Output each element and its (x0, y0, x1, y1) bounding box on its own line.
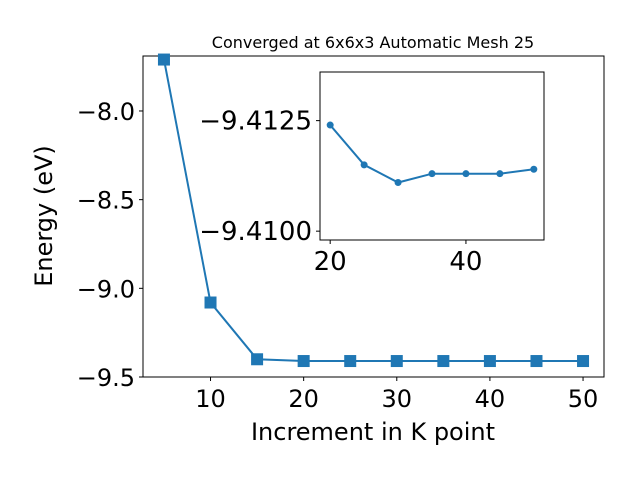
inset-plot: 20 40 −9.4125 −9.4100 (199, 71, 545, 277)
inset-data-point (394, 179, 402, 187)
main-x-tick-label: 40 (475, 385, 506, 413)
main-y-tick-label: −9.0 (77, 275, 135, 303)
inset-data-point (462, 170, 470, 178)
main-data-point (297, 355, 310, 368)
main-data-point (251, 353, 264, 366)
main-y-tick-label: −9.5 (77, 364, 135, 392)
y-axis-label: Energy (eV) (30, 145, 58, 287)
main-data-point (344, 355, 357, 368)
inset-data-point (326, 121, 334, 129)
main-data-point (437, 355, 450, 368)
inset-data-point (496, 170, 504, 178)
inset-data-point (428, 170, 436, 178)
inset-x-tick-label: 20 (314, 247, 347, 277)
main-data-point (204, 296, 217, 309)
main-x-tick-label: 10 (195, 385, 226, 413)
main-x-tick-label: 50 (568, 385, 599, 413)
inset-y-tick-label: −9.4125 (199, 107, 312, 137)
main-data-point (390, 355, 403, 368)
inset-plot-frame (319, 71, 545, 241)
main-x-tick-label: 20 (288, 385, 319, 413)
main-series-line (163, 59, 583, 362)
main-y-tick-label: −8.5 (77, 187, 135, 215)
inset-data-point (530, 165, 538, 173)
chart-title: Converged at 6x6x3 Automatic Mesh 25 (212, 33, 534, 52)
main-y-tick-label: −8.0 (77, 98, 135, 126)
inset-x-tick-label: 40 (449, 247, 482, 277)
main-data-point (577, 355, 590, 368)
inset-data-point (360, 161, 368, 169)
inset-y-tick-label: −9.4100 (199, 217, 312, 247)
main-data-point (483, 355, 496, 368)
main-data-point (530, 355, 543, 368)
main-data-point (157, 53, 170, 66)
x-axis-label: Increment in K point (251, 418, 495, 446)
main-x-tick-label: 30 (382, 385, 413, 413)
